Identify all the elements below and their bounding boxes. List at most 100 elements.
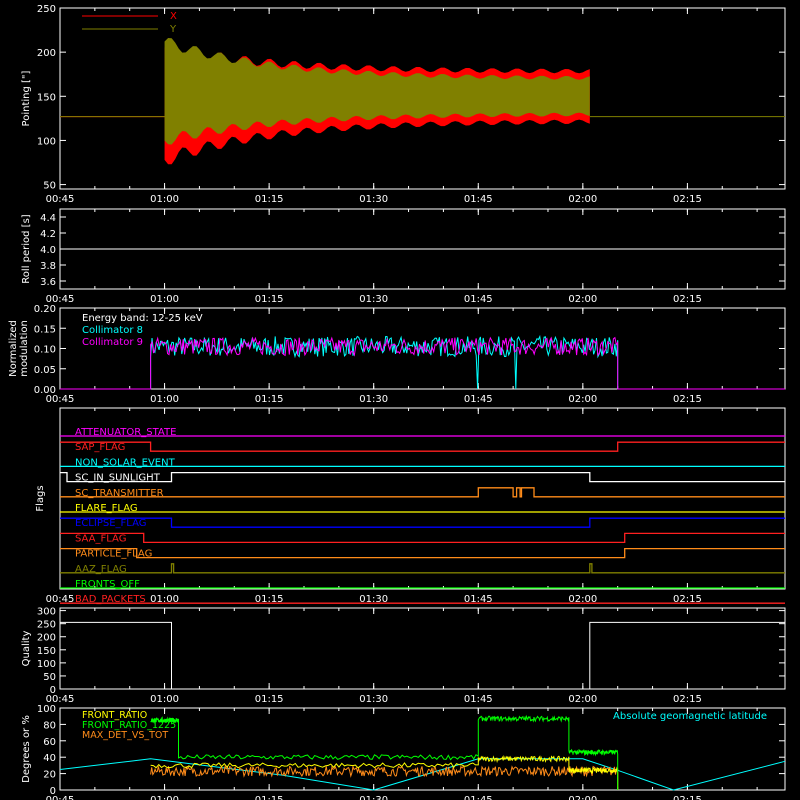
flag-non-solar-event: NON_SOLAR_EVENT	[60, 457, 785, 468]
x-tick-label: 02:15	[673, 594, 702, 605]
x-tick-label: 01:45	[464, 694, 493, 705]
panel-frame	[59, 607, 786, 690]
flag-sc-transmitter: SC_TRANSMITTER	[60, 487, 785, 499]
front-ratio-1225-line	[150, 714, 619, 791]
flag-label: FLARE_FLAG	[75, 503, 138, 514]
y-tick-label: 0	[50, 685, 56, 696]
legend-label-front-ratio-1225: FRONT_RATIO_1225	[82, 720, 176, 731]
flag-particle-flag: PARTICLE_FLAG	[60, 547, 785, 560]
max-det-vs-tot-line	[150, 764, 619, 791]
y-tick-label: 50	[43, 181, 56, 192]
flag-label: ECLIPSE_FLAG	[75, 518, 146, 529]
panel-1: 00:45 01:00 01:15 01:30 01:45 02:00 02:15 3.6 3.…	[21, 208, 786, 305]
x-tick-label: 00:45	[46, 194, 75, 205]
legend-label-collimator-9: Collimator 9	[82, 337, 143, 348]
flag-line	[60, 563, 785, 574]
y-tick-label: 4.4	[40, 213, 56, 224]
y-tick-label: 250	[37, 620, 56, 631]
y-tick-label: 200	[37, 48, 56, 59]
flag-label: BAD_PACKETS	[75, 594, 146, 605]
flag-line	[60, 471, 785, 483]
y-axis-label-line: Normalized	[8, 320, 19, 377]
y-tick-label: 150	[37, 92, 56, 103]
y-axis-label: Roll period [s]	[21, 214, 32, 283]
flag-label: ATTENUATOR_STATE	[75, 427, 176, 438]
x-tick-label: 02:00	[568, 194, 597, 205]
flag-line	[60, 487, 785, 498]
y-tick-label: 3.6	[40, 277, 56, 288]
x-tick-label: 01:30	[359, 594, 388, 605]
x-tick-label: 02:00	[568, 594, 597, 605]
x-tick-label: 01:15	[255, 194, 284, 205]
flag-line	[60, 517, 785, 528]
x-tick-label: 01:30	[359, 795, 388, 800]
flag-label: PARTICLE_FLAG	[75, 549, 152, 560]
x-tick-label: 01:00	[150, 194, 179, 205]
quality-line	[60, 621, 785, 690]
y-tick-label: 4.2	[40, 229, 56, 240]
x-tick-label: 02:15	[673, 694, 702, 705]
x-tick-label: 00:45	[46, 795, 75, 800]
flag-bad-packets: BAD_PACKETS	[60, 594, 785, 605]
y-tick-label: 200	[37, 633, 56, 644]
panel-frame	[59, 407, 786, 590]
panel-3: 00:45 01:00 01:15 01:30 01:45 02:00 02:15 Flags…	[35, 407, 786, 605]
y-axis-label: Pointing ["]	[21, 70, 32, 126]
x-tick-label: 02:15	[673, 194, 702, 205]
y-tick-label: 40	[43, 753, 56, 764]
y-axis-label: Quality	[21, 631, 32, 667]
y-tick-label: 100	[37, 659, 56, 670]
legend-label-geomagnetic-latitude: Absolute geomagnetic latitude	[613, 711, 767, 722]
panel-2: 00:45 01:00 01:15 01:30 01:45 02:00 02:15 0.00 0…	[8, 304, 786, 405]
x-tick-label: 02:15	[673, 795, 702, 800]
y-tick-label: 300	[37, 607, 56, 618]
y-tick-label: 4.0	[40, 245, 56, 256]
x-tick-label: 00:45	[46, 694, 75, 705]
y-tick-label: 20	[43, 770, 56, 781]
flag-label: SC_IN_SUNLIGHT	[75, 473, 161, 484]
panel-0: 00:45 01:00 01:15 01:30 01:45 02:00 02:15 50 100…	[21, 4, 786, 205]
panel-frame	[59, 707, 786, 791]
x-tick-label: 01:45	[464, 795, 493, 800]
panel-frame	[59, 7, 786, 190]
legend-label-collimator-8: Collimator 8	[82, 325, 143, 336]
x-tick-label: 01:00	[150, 294, 179, 305]
y-tick-label: 80	[43, 720, 56, 731]
x-tick-label: 01:00	[150, 594, 179, 605]
panel-4: 00:45 01:00 01:15 01:30 01:45 02:00 02:15 0 50 10…	[21, 607, 786, 705]
legend-label-front-ratio: FRONT_RATIO	[82, 710, 147, 721]
x-tick-label: 01:30	[359, 694, 388, 705]
modulation-series-8	[60, 334, 785, 390]
y-tick-label: 60	[43, 737, 56, 748]
flag-line	[60, 441, 785, 452]
x-tick-label: 01:45	[464, 594, 493, 605]
x-tick-label: 02:00	[568, 694, 597, 705]
y-series-area	[164, 38, 590, 145]
flag-fronts-off: FRONTS_OFF	[60, 579, 785, 590]
flag-aaz-flag: AAZ_FLAG	[60, 563, 785, 575]
x-tick-label: 02:00	[568, 795, 597, 800]
y-tick-label: 0.05	[34, 365, 56, 376]
y-tick-label: 50	[43, 672, 56, 683]
x-tick-label: 01:15	[255, 594, 284, 605]
legend: XY	[82, 11, 177, 35]
flag-label: FRONTS_OFF	[75, 579, 140, 590]
x-tick-label: 01:00	[150, 394, 179, 405]
x-tick-label: 01:15	[255, 294, 284, 305]
y-tick-label: 100	[37, 704, 56, 715]
y-tick-label: 0.10	[34, 345, 56, 356]
modulation-series-9	[60, 336, 785, 390]
x-tick-label: 00:45	[46, 294, 75, 305]
x-tick-label: 01:30	[359, 194, 388, 205]
legend-label-max-det-vs-tot: MAX_DET_VS_TOT	[82, 730, 168, 741]
x-tick-label: 01:00	[150, 694, 179, 705]
flag-line	[60, 532, 785, 544]
x-tick-label: 02:00	[568, 394, 597, 405]
y-tick-label: 0	[50, 786, 56, 797]
flag-sap-flag: SAP_FLAG	[60, 441, 785, 453]
x-tick-label: 01:15	[255, 795, 284, 800]
x-tick-label: 01:30	[359, 294, 388, 305]
y-axis-label: Normalizedmodulation	[8, 320, 30, 377]
y-tick-label: 100	[37, 136, 56, 147]
